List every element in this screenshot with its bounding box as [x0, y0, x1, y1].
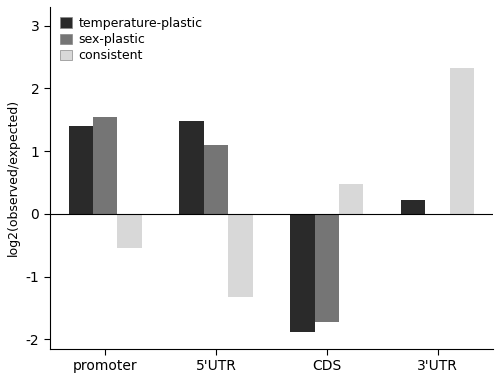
- Bar: [228, 214, 252, 297]
- Bar: [93, 117, 118, 214]
- Bar: [118, 214, 142, 248]
- Bar: [401, 200, 425, 214]
- Bar: [204, 145, 228, 214]
- Bar: [180, 121, 204, 214]
- Bar: [450, 68, 474, 214]
- Y-axis label: log2(observed/expected): log2(observed/expected): [7, 99, 20, 256]
- Legend: temperature-plastic, sex-plastic, consistent: temperature-plastic, sex-plastic, consis…: [56, 13, 206, 66]
- Bar: [290, 214, 314, 332]
- Bar: [314, 214, 339, 322]
- Bar: [339, 184, 363, 214]
- Bar: [68, 126, 93, 214]
